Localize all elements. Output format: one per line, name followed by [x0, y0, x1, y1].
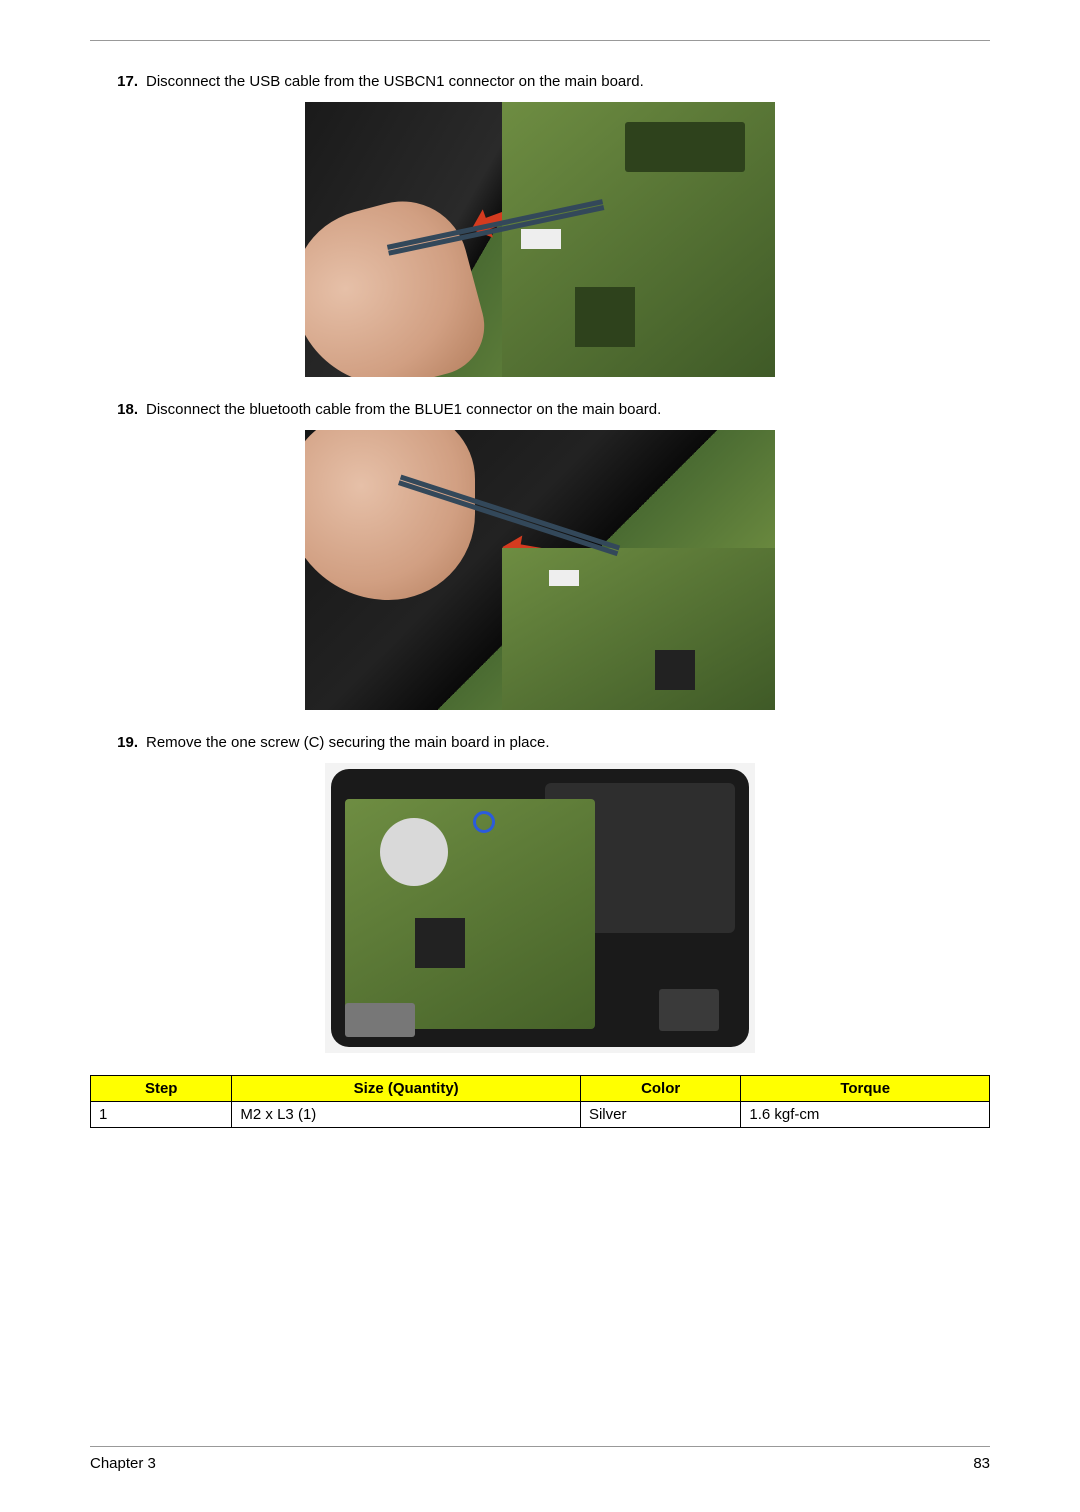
figure-bluetooth-cable	[305, 430, 775, 710]
top-rule	[90, 40, 990, 41]
step-number: 17.	[90, 71, 146, 92]
card-slot-icon	[345, 1003, 415, 1037]
figure-usb-cable	[305, 102, 775, 377]
col-color: Color	[580, 1076, 740, 1102]
page-footer: Chapter 3 83	[90, 1446, 990, 1472]
footer-row: Chapter 3 83	[90, 1455, 990, 1472]
cell-size: M2 x L3 (1)	[232, 1102, 581, 1128]
fan-hole-icon	[380, 818, 448, 886]
chip-icon	[575, 287, 635, 347]
step-number: 18.	[90, 399, 146, 420]
col-step: Step	[91, 1076, 232, 1102]
step-17: 17. Disconnect the USB cable from the US…	[90, 71, 990, 377]
table-row: 1 M2 x L3 (1) Silver 1.6 kgf-cm	[91, 1102, 990, 1128]
step-number: 19.	[90, 732, 146, 753]
col-torque: Torque	[741, 1076, 990, 1102]
step-18: 18. Disconnect the bluetooth cable from …	[90, 399, 990, 710]
step-19: 19. Remove the one screw (C) securing th…	[90, 732, 990, 1053]
touchpad-conn-icon	[659, 989, 719, 1031]
step-line: 19. Remove the one screw (C) securing th…	[90, 732, 990, 753]
connector-icon	[549, 570, 579, 586]
screw-table: Step Size (Quantity) Color Torque 1 M2 x…	[90, 1075, 990, 1128]
cell-color: Silver	[580, 1102, 740, 1128]
chip-icon	[625, 122, 745, 172]
chip-icon	[655, 650, 695, 690]
figure-mainboard-screw	[325, 763, 755, 1053]
col-size: Size (Quantity)	[232, 1076, 581, 1102]
step-text: Disconnect the bluetooth cable from the …	[146, 399, 990, 420]
cell-torque: 1.6 kgf-cm	[741, 1102, 990, 1128]
connector-icon	[521, 229, 561, 249]
step-text: Disconnect the USB cable from the USBCN1…	[146, 71, 990, 92]
pcb-region	[502, 548, 775, 710]
hand-icon	[305, 430, 475, 600]
footer-rule	[90, 1446, 990, 1447]
page: 17. Disconnect the USB cable from the US…	[0, 0, 1080, 1512]
step-text: Remove the one screw (C) securing the ma…	[146, 732, 990, 753]
screw-highlight-icon	[473, 811, 495, 833]
step-line: 18. Disconnect the bluetooth cable from …	[90, 399, 990, 420]
step-line: 17. Disconnect the USB cable from the US…	[90, 71, 990, 92]
table-header-row: Step Size (Quantity) Color Torque	[91, 1076, 990, 1102]
footer-chapter: Chapter 3	[90, 1455, 156, 1472]
hand-icon	[305, 187, 495, 377]
cell-step: 1	[91, 1102, 232, 1128]
mainboard-icon	[345, 799, 595, 1029]
cpu-icon	[415, 918, 465, 968]
footer-page: 83	[973, 1455, 990, 1472]
